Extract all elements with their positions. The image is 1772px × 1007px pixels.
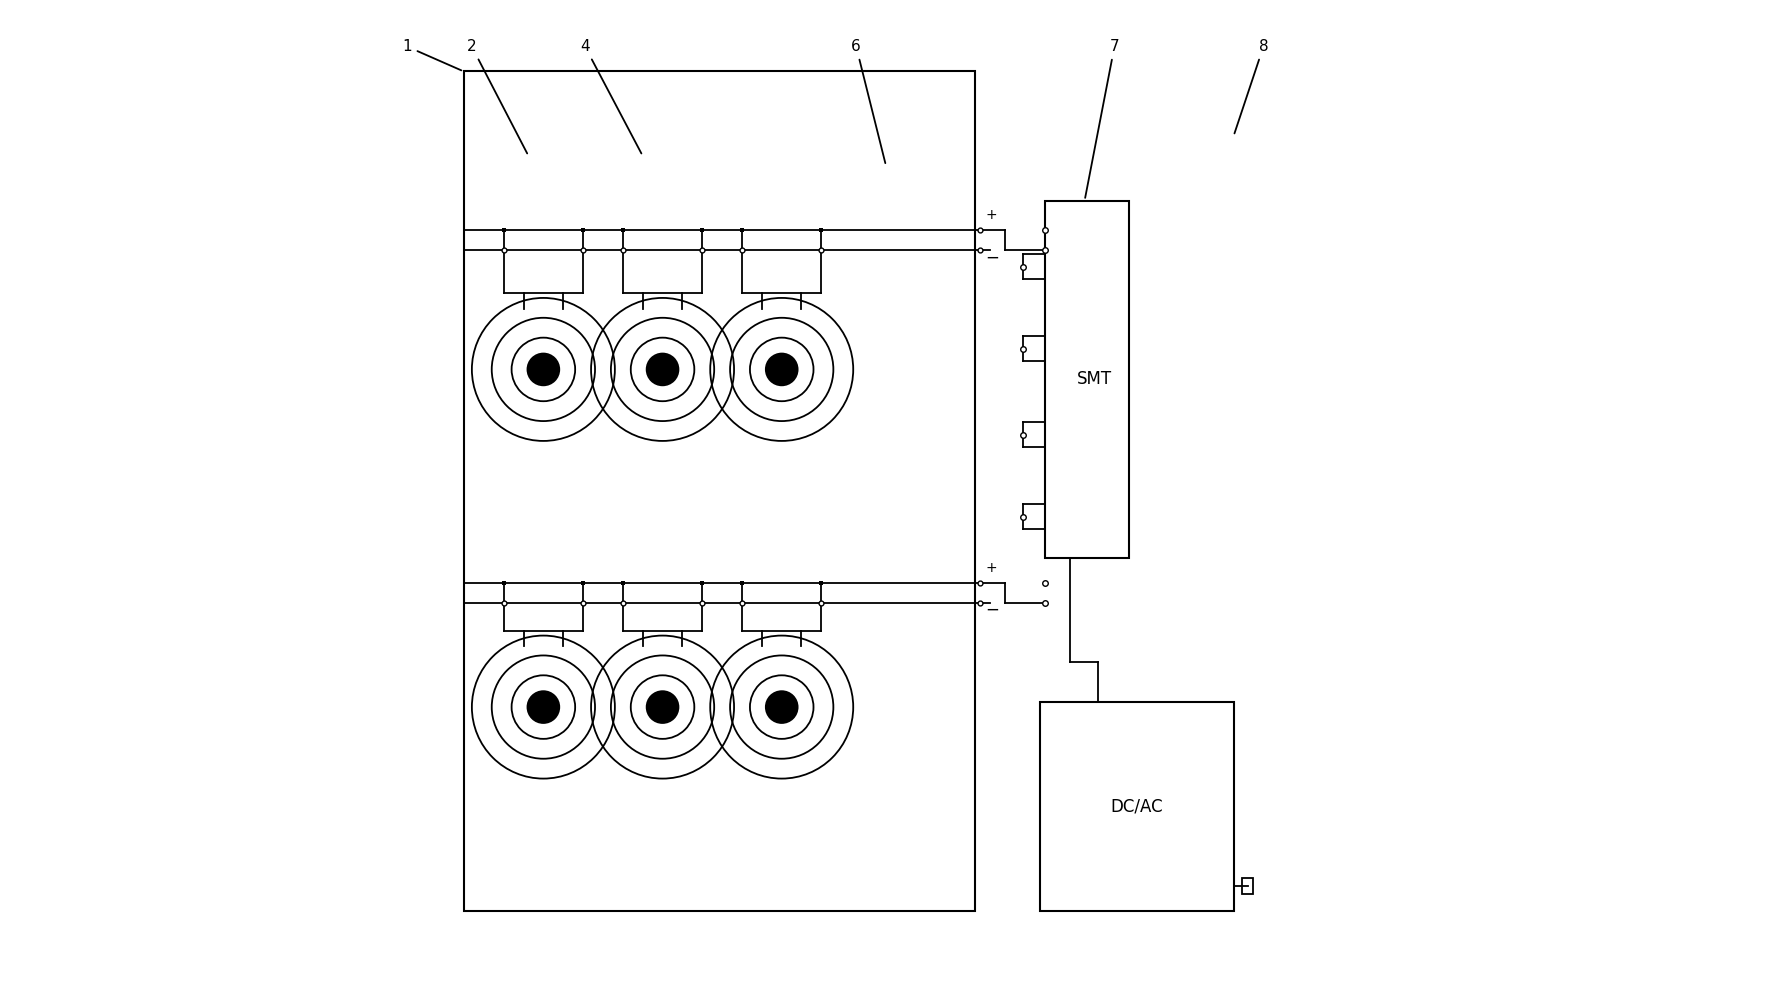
Circle shape [647,353,679,386]
Circle shape [528,353,560,386]
Text: 8: 8 [1235,39,1269,133]
Bar [1242,878,1253,894]
Circle shape [766,691,797,723]
Text: 2: 2 [468,39,528,153]
Bar [464,71,975,910]
Circle shape [766,353,797,386]
Text: 4: 4 [579,39,641,153]
Text: +: + [985,561,998,575]
Text: −: − [985,601,999,618]
Text: 6: 6 [851,39,886,163]
Bar [1045,200,1129,558]
Circle shape [528,691,560,723]
Bar [1040,702,1233,910]
Text: SMT: SMT [1077,371,1113,389]
Text: 1: 1 [402,39,461,70]
Text: DC/AC: DC/AC [1109,798,1162,816]
Text: −: − [985,248,999,266]
Circle shape [647,691,679,723]
Text: 7: 7 [1084,39,1120,197]
Text: +: + [985,208,998,223]
